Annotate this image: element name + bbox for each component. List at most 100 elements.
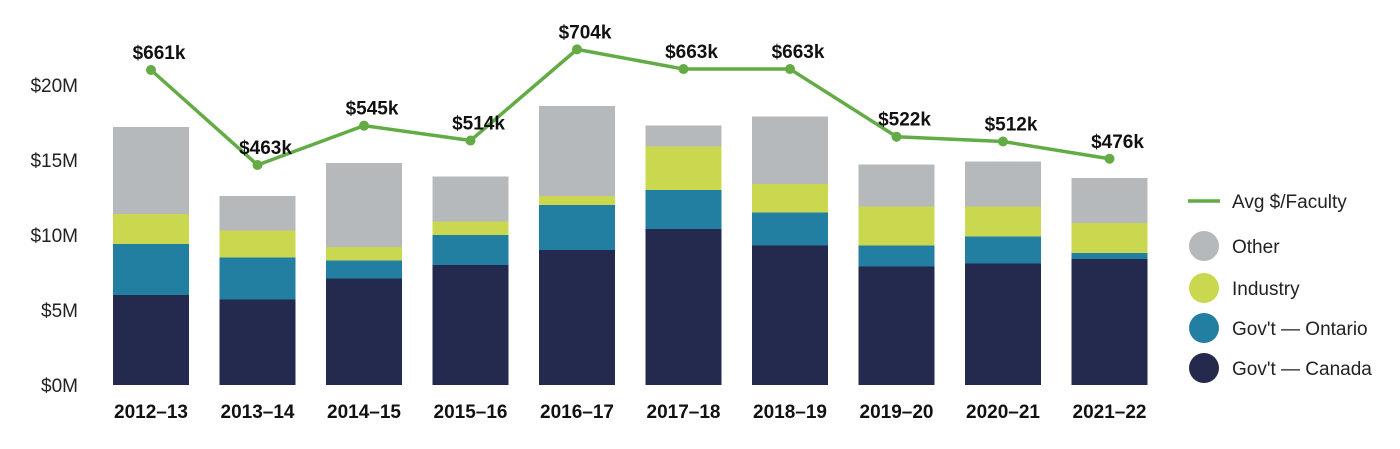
x-tick-label: 2020–21 bbox=[966, 402, 1040, 423]
avg-faculty-point bbox=[465, 135, 476, 146]
bar-segment-gov-t-canada bbox=[113, 295, 189, 385]
bar-segment-industry bbox=[645, 146, 722, 190]
avg-faculty-data-label: $545k bbox=[346, 99, 399, 120]
legend-swatch bbox=[1189, 273, 1219, 303]
x-tick-label: 2013–14 bbox=[221, 402, 295, 423]
bar-stack bbox=[432, 176, 509, 385]
avg-faculty-data-label: $522k bbox=[878, 110, 931, 131]
legend-label: Industry bbox=[1232, 279, 1300, 300]
bar-segment-gov-t-canada bbox=[752, 245, 828, 385]
bar-segment-other bbox=[326, 163, 402, 247]
bar-segment-industry bbox=[113, 214, 189, 244]
avg-faculty-line: $661k $463k $545k $514k $704k $663k $663k $522k… bbox=[133, 22, 1144, 170]
bar-segment-other bbox=[432, 176, 509, 222]
x-tick-label: 2012–13 bbox=[114, 402, 188, 423]
bar-segment-gov-t-canada bbox=[1071, 259, 1148, 385]
bar-segment-gov-t-ontario bbox=[858, 245, 935, 267]
bar-segment-industry bbox=[858, 206, 935, 246]
bar-segment-gov-t-ontario bbox=[965, 236, 1041, 264]
x-tick-label: 2019–20 bbox=[860, 402, 934, 423]
x-tick-label: 2016–17 bbox=[540, 402, 614, 423]
y-tick-label: $15M bbox=[30, 151, 78, 172]
bar-segment-gov-t-canada bbox=[326, 278, 402, 385]
bar-segment-gov-t-ontario bbox=[326, 260, 402, 279]
bar-segment-industry bbox=[432, 221, 509, 235]
avg-faculty-point bbox=[359, 120, 369, 131]
bar-stacks bbox=[113, 106, 1148, 385]
legend-swatch bbox=[1189, 231, 1219, 261]
bar-segment-industry bbox=[1071, 223, 1148, 253]
y-tick-label: $0M bbox=[41, 376, 78, 397]
bar-segment-gov-t-ontario bbox=[432, 235, 509, 265]
bar-segment-industry bbox=[326, 247, 402, 261]
avg-faculty-data-label: $514k bbox=[452, 114, 505, 135]
legend-label: Other bbox=[1232, 237, 1280, 258]
avg-faculty-data-label: $512k bbox=[985, 114, 1038, 135]
bar-stack bbox=[539, 106, 615, 385]
avg-faculty-data-label: $663k bbox=[665, 42, 718, 63]
bar-stack bbox=[752, 116, 828, 385]
avg-faculty-polyline bbox=[149, 47, 1110, 167]
y-tick-label: $10M bbox=[30, 226, 78, 247]
bar-segment-other bbox=[965, 161, 1041, 207]
bar-segment-gov-t-canada bbox=[645, 229, 722, 385]
bar-segment-industry bbox=[965, 206, 1041, 237]
bar-segment-other bbox=[645, 125, 722, 147]
bar-segment-industry bbox=[752, 184, 828, 213]
avg-faculty-point bbox=[678, 64, 689, 75]
bar-segment-other bbox=[539, 106, 615, 196]
legend-swatch bbox=[1189, 353, 1219, 383]
x-tick-label: 2021–22 bbox=[1073, 402, 1147, 423]
bar-segment-gov-t-ontario bbox=[645, 190, 722, 229]
bar-segment-gov-t-canada bbox=[965, 263, 1041, 385]
legend-label: Gov't — Canada bbox=[1232, 359, 1372, 380]
avg-faculty-point bbox=[998, 136, 1008, 147]
bar-segment-other bbox=[858, 164, 935, 207]
avg-faculty-point bbox=[252, 160, 263, 170]
bar-segment-gov-t-canada bbox=[858, 266, 935, 385]
bar-segment-other bbox=[219, 196, 296, 231]
y-tick-label: $5M bbox=[41, 301, 78, 322]
legend-label: Avg $/Faculty bbox=[1232, 192, 1347, 213]
bar-stack bbox=[965, 161, 1041, 385]
avg-faculty-point bbox=[572, 44, 582, 55]
bar-segment-gov-t-ontario bbox=[219, 257, 296, 300]
bar-stack bbox=[113, 127, 189, 385]
bar-segment-other bbox=[113, 127, 189, 214]
x-tick-label: 2014–15 bbox=[327, 402, 401, 423]
legend-swatch bbox=[1189, 313, 1219, 343]
bar-segment-gov-t-ontario bbox=[1071, 253, 1148, 259]
y-tick-label: $20M bbox=[30, 76, 78, 97]
bar-segment-other bbox=[752, 116, 828, 184]
bar-stack bbox=[645, 125, 722, 385]
avg-faculty-point bbox=[785, 64, 795, 75]
bar-segment-gov-t-canada bbox=[432, 265, 509, 385]
avg-faculty-data-label: $704k bbox=[559, 22, 612, 43]
y-axis: $0M $5M $10M $15M $20M bbox=[30, 76, 78, 397]
x-tick-label: 2017–18 bbox=[647, 402, 721, 423]
bar-stack bbox=[858, 164, 935, 385]
legend: Avg $/Faculty Other Industry Gov't — Ontari… bbox=[1188, 192, 1372, 383]
bar-stack bbox=[326, 163, 402, 385]
bar-segment-industry bbox=[539, 196, 615, 205]
bar-segment-gov-t-ontario bbox=[752, 212, 828, 246]
avg-faculty-data-label: $663k bbox=[772, 42, 825, 63]
bar-segment-industry bbox=[219, 230, 296, 258]
x-tick-label: 2015–16 bbox=[434, 402, 508, 423]
bar-segment-gov-t-ontario bbox=[113, 244, 189, 295]
avg-faculty-data-label: $476k bbox=[1091, 132, 1144, 153]
avg-faculty-point bbox=[146, 65, 156, 75]
avg-faculty-point bbox=[891, 131, 902, 142]
x-axis: 2012–13 2013–14 2014–15 2015–16 2016–17 2017–… bbox=[114, 402, 1146, 423]
bar-stack bbox=[219, 196, 296, 385]
avg-faculty-data-label: $463k bbox=[239, 138, 292, 159]
avg-faculty-point bbox=[1104, 153, 1115, 164]
bar-segment-other bbox=[1071, 178, 1148, 223]
x-tick-label: 2018–19 bbox=[753, 402, 827, 423]
avg-faculty-data-label: $661k bbox=[133, 43, 186, 64]
legend-label: Gov't — Ontario bbox=[1232, 319, 1368, 340]
bar-segment-gov-t-ontario bbox=[539, 205, 615, 250]
bar-segment-gov-t-canada bbox=[219, 299, 296, 385]
bar-segment-gov-t-canada bbox=[539, 250, 615, 385]
